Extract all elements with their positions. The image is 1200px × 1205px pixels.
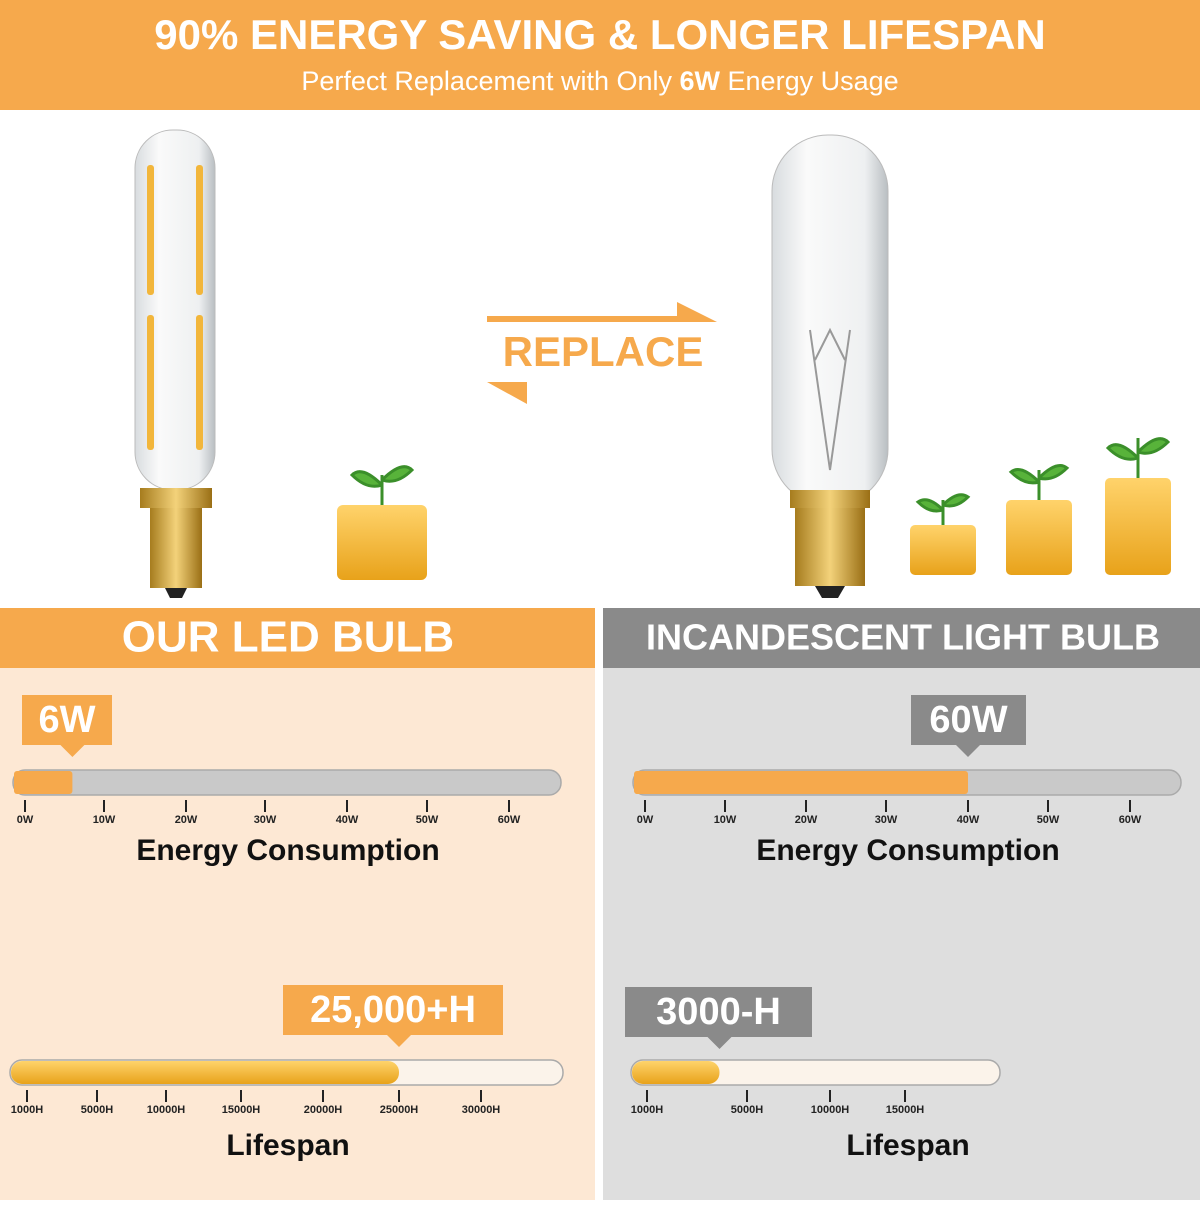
subtitle-text: Perfect Replacement with Only [301,66,679,96]
tick-label: 10000H [147,1104,186,1116]
subtitle-text: Energy Usage [720,66,899,96]
value-box [625,987,812,1037]
value-label: 6W [39,699,96,741]
tick-label: 5000H [731,1104,763,1116]
value-pointer [956,745,980,757]
led-bulb [134,129,216,598]
tick-label: 40W [957,814,980,826]
tick-label: 50W [416,814,439,826]
tick-label: 5000H [81,1104,113,1116]
tick-label: 15000H [222,1104,261,1116]
gauge-track [12,769,562,796]
tick-label: 20W [175,814,198,826]
value-pointer [60,745,85,757]
coin-stacks [337,437,1171,580]
gauge-caption: Energy Consumption [136,834,439,867]
tick-label: 10W [93,814,116,826]
value-label: 3000-H [656,991,781,1033]
replace-label: REPLACE [503,328,704,375]
tick-label: 30W [875,814,898,826]
title: 90% ENERGY SAVING & LONGER LIFESPAN [154,11,1046,58]
tick-label: 10000H [811,1104,850,1116]
value-box [22,695,112,745]
value-label: 60W [929,699,1007,741]
panel-header [0,608,595,668]
panel-title: INCANDESCENT LIGHT BULB [646,617,1160,658]
tick-label: 1000H [11,1104,43,1116]
tick-label: 20000H [304,1104,343,1116]
panel-title: OUR LED BULB [122,613,454,662]
panel-header [603,608,1200,668]
incandescent-bulb [771,134,889,598]
subtitle-bold: 6W [680,66,721,96]
tick-label: 10W [714,814,737,826]
value-pointer [387,1035,411,1047]
tick-label: 60W [498,814,521,826]
panel-bg [603,608,1200,1200]
tick-label: 15000H [886,1104,925,1116]
header-band [0,0,1200,110]
tick-label: 40W [336,814,359,826]
tick-label: 30000H [462,1104,501,1116]
value-label: 25,000+H [310,989,476,1031]
gauge-fill [14,771,73,794]
gauge-fill [11,1061,399,1084]
arrow-right [487,302,717,322]
tick-label: 0W [637,814,654,826]
value-box [911,695,1026,745]
gauge-caption: Lifespan [846,1129,969,1162]
gauge-caption: Energy Consumption [756,834,1059,867]
tick-label: 50W [1037,814,1060,826]
value-box [283,985,503,1035]
tick-label: 30W [254,814,277,826]
gauge-fill [632,1061,720,1084]
gauge-track [630,1059,1001,1086]
tick-label: 1000H [631,1104,663,1116]
value-pointer [707,1037,732,1049]
tick-label: 20W [795,814,818,826]
subtitle: Perfect Replacement with Only 6W Energy … [301,66,898,96]
arrow-left [487,382,717,404]
gauge-fill [634,771,968,794]
tick-label: 60W [1119,814,1142,826]
tick-label: 0W [17,814,34,826]
gauge-caption: Lifespan [226,1129,349,1162]
tick-label: 25000H [380,1104,419,1116]
